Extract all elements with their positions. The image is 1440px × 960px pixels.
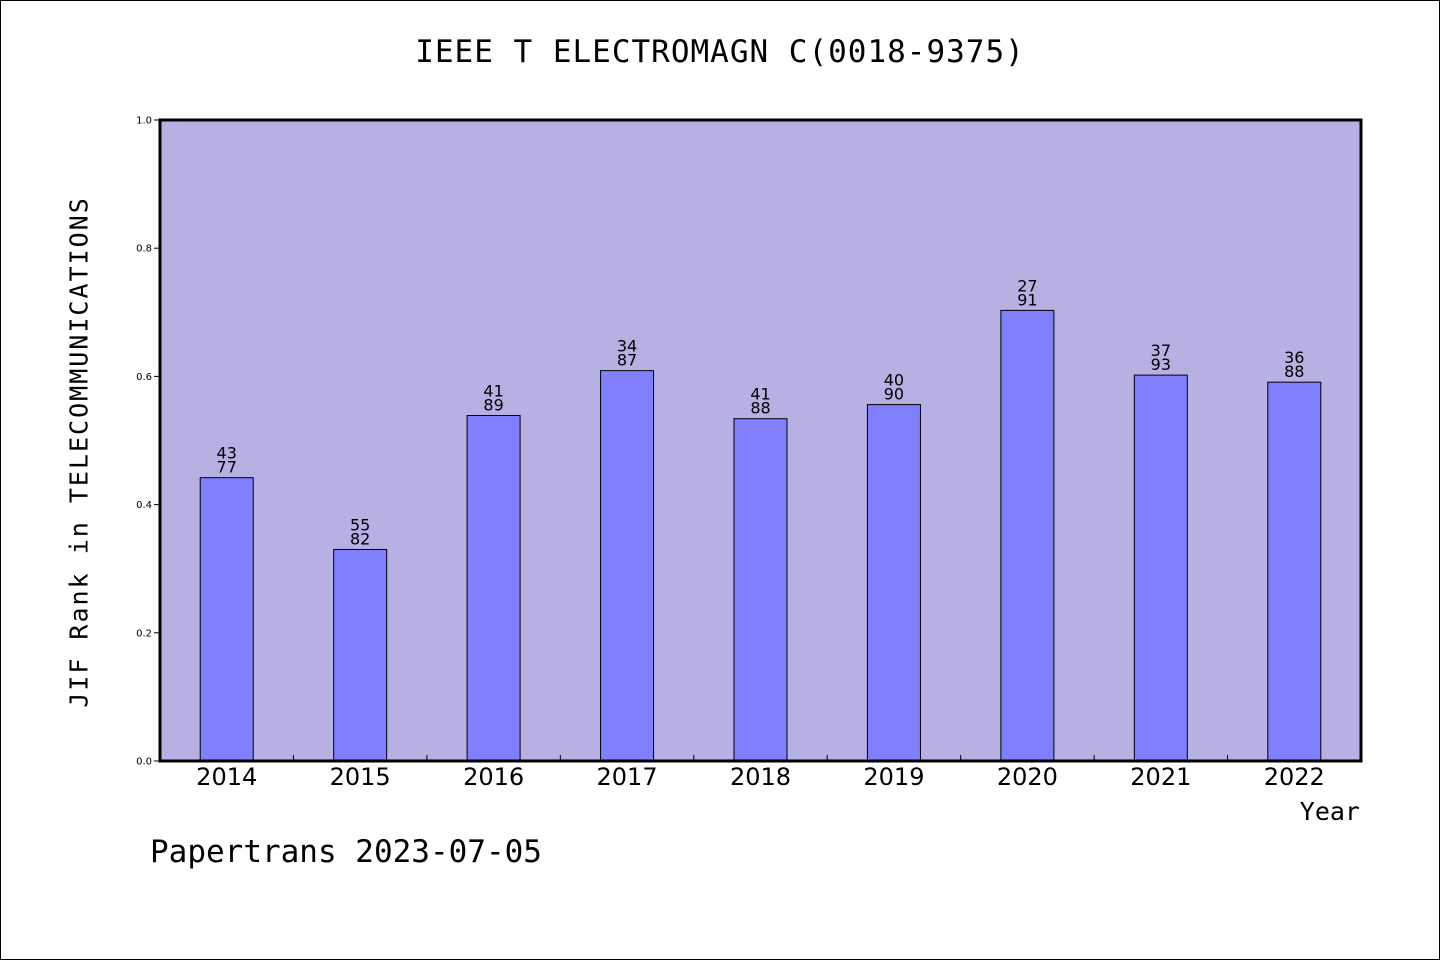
y-tick-label: 0.6 (136, 372, 152, 383)
bar-rank-label: 37 (1151, 341, 1171, 360)
bar-rank-label: 41 (750, 385, 770, 404)
bar (333, 548, 388, 762)
watermark: Papertrans 2023-07-05 (150, 834, 542, 870)
x-tick-label: 2022 (1264, 763, 1325, 791)
x-tick-label: 2021 (1130, 763, 1191, 791)
x-tick-label: 2016 (463, 763, 524, 791)
y-tick-label: 0.2 (136, 628, 152, 639)
bar (733, 418, 788, 762)
bar-rank-label: 41 (483, 382, 503, 401)
bar-rank-label: 27 (1017, 276, 1037, 295)
bar-total-label: 89 (483, 396, 503, 415)
x-tick-label: 2017 (597, 763, 658, 791)
bar-total-label: 93 (1151, 355, 1171, 374)
bar (1267, 381, 1322, 762)
bar-total-label: 90 (884, 385, 904, 404)
bar-total-label: 87 (617, 351, 637, 370)
y-tick-label: 0.0 (136, 757, 152, 768)
x-tick-label: 2019 (863, 763, 924, 791)
plot-border (158, 118, 1363, 763)
bar-total-label: 88 (1284, 362, 1304, 381)
x-tick-label: 2014 (196, 763, 257, 791)
bar (199, 477, 254, 762)
bar-total-label: 91 (1017, 290, 1037, 309)
bar (866, 404, 921, 762)
chart-title: IEEE T ELECTROMAGN C(0018-9375) (415, 34, 1025, 70)
y-tick-label: 0.8 (136, 244, 152, 255)
x-tick-label: 2020 (997, 763, 1058, 791)
bar-total-label: 82 (350, 529, 370, 548)
bar-rank-label: 55 (350, 515, 370, 534)
bar (600, 370, 655, 762)
bar-rank-label: 43 (217, 444, 237, 463)
x-axis-title: Year (1299, 797, 1360, 826)
y-tick-label: 0.4 (136, 500, 152, 511)
bar-rank-label: 40 (884, 371, 904, 390)
bar-rank-label: 34 (617, 337, 637, 356)
bar-total-label: 88 (750, 399, 770, 418)
bar (1133, 374, 1188, 762)
bar (466, 415, 521, 762)
y-tick-label: 1.0 (136, 116, 152, 127)
x-tick-label: 2015 (330, 763, 391, 791)
bar (1000, 309, 1055, 762)
bar-total-label: 77 (217, 458, 237, 477)
bar-rank-label: 36 (1284, 348, 1304, 367)
x-tick-label: 2018 (730, 763, 791, 791)
